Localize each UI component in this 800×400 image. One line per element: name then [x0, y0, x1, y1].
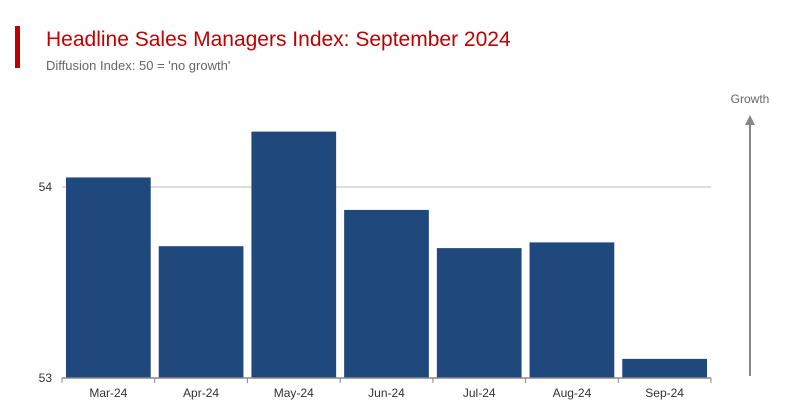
- x-tick-label: Jul-24: [463, 386, 496, 400]
- x-tick-label: Sep-24: [645, 386, 684, 400]
- y-tick-label: 53: [39, 371, 53, 385]
- x-tick-label: Aug-24: [553, 386, 592, 400]
- y-tick-label: 54: [39, 180, 53, 194]
- growth-arrow-head-icon: [745, 115, 755, 125]
- x-tick-label: Jun-24: [368, 386, 405, 400]
- bar-jun-24: [344, 209, 429, 378]
- bar-mar-24: [66, 177, 151, 378]
- growth-label: Growth: [731, 92, 770, 106]
- x-tick-label: Apr-24: [183, 386, 219, 400]
- title-accent-bar: [15, 26, 20, 68]
- chart-title: Headline Sales Managers Index: September…: [46, 28, 511, 51]
- bar-aug-24: [529, 242, 615, 378]
- bar-may-24: [251, 131, 337, 378]
- x-tick-label: Mar-24: [89, 386, 127, 400]
- x-tick-label: May-24: [274, 386, 314, 400]
- bar-jul-24: [436, 248, 522, 378]
- bar-sep-24: [622, 358, 707, 378]
- chart-subtitle: Diffusion Index: 50 = 'no growth': [46, 58, 231, 73]
- bar-apr-24: [158, 246, 244, 378]
